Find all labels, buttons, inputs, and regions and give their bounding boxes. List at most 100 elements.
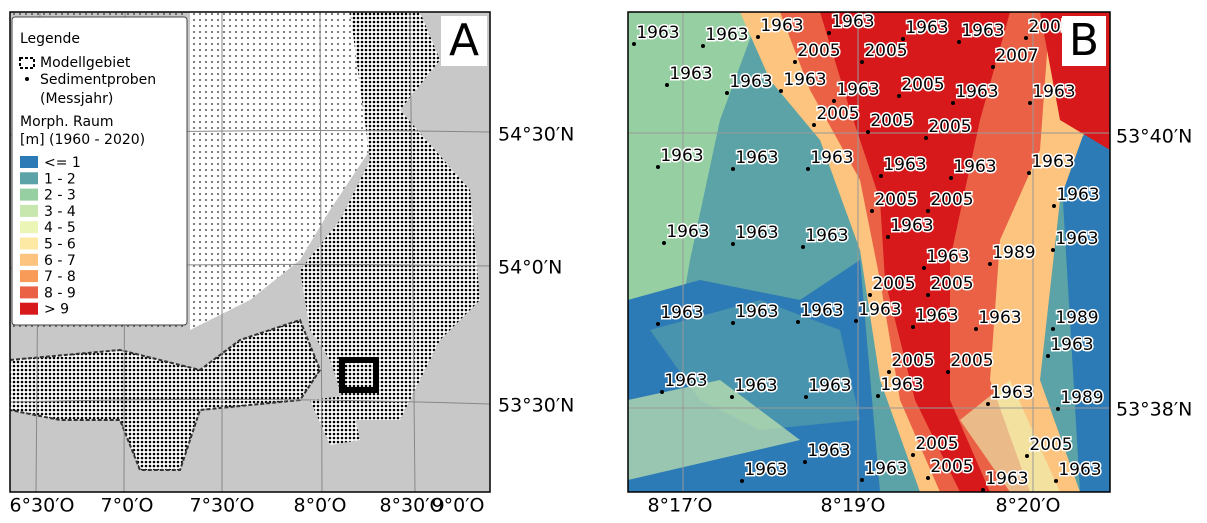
sample-year: 1963 [636, 23, 679, 43]
sample-point [801, 245, 805, 249]
sample-point [660, 390, 664, 394]
sample-year: 2005 [930, 190, 973, 210]
legend-swatch [20, 237, 38, 250]
sample-year: 1963 [831, 12, 874, 32]
sample-point [827, 31, 831, 35]
sample-year: 1963 [864, 459, 907, 479]
sample-point [803, 460, 807, 464]
sample-point [901, 37, 905, 41]
legend-swatch [20, 156, 38, 168]
sample-year: 1963 [800, 301, 843, 321]
lon-label: 6°30′O [9, 495, 74, 517]
sample-point [1056, 407, 1060, 411]
sample-point [887, 370, 891, 374]
sample-point [779, 89, 783, 93]
sample-point [949, 176, 953, 180]
sample-point [1051, 327, 1055, 331]
sample-year: 1963 [807, 441, 850, 461]
sample-point [832, 99, 836, 103]
sample-year: 2005 [950, 351, 993, 371]
sample-point [1054, 479, 1058, 483]
sample-year: 1963 [883, 155, 926, 175]
sample-point [756, 35, 760, 39]
sample-point [922, 266, 926, 270]
lat-label: 53°40′N [1116, 126, 1192, 148]
sample-point [876, 394, 880, 398]
sample-point [632, 42, 636, 46]
sample-point [868, 293, 872, 297]
sample-year: 1963 [810, 148, 853, 168]
sample-point [926, 293, 930, 297]
sample-year: 1963 [978, 308, 1021, 328]
sample-year: 2005 [870, 111, 913, 131]
sample-point [665, 83, 669, 87]
legend-swatch [20, 286, 38, 299]
sample-year: 1963 [664, 371, 707, 391]
sample-point [662, 241, 666, 245]
sample-point [731, 167, 735, 171]
legend-swatch [20, 204, 38, 217]
sample-point [988, 262, 992, 266]
lon-label: 7°30′O [189, 495, 254, 517]
legend-subtitle: Morph. Raum [20, 114, 114, 130]
sample-year: 1963 [836, 80, 879, 100]
sample-point [879, 174, 883, 178]
legend-swatch [20, 302, 38, 315]
legend-swatch [20, 172, 38, 185]
sample-point [1028, 101, 1032, 105]
sample-point [731, 321, 735, 325]
lon-label: 7°0′O [101, 495, 154, 517]
sample-point [926, 476, 930, 480]
sample-point [730, 395, 734, 399]
lon-label: 8°17′O [647, 495, 712, 517]
legend-entry: Modellgebiet [40, 55, 131, 71]
sample-point [981, 488, 985, 492]
legend-label: 8 - 9 [44, 285, 76, 301]
lat-label: 54°30′N [498, 124, 574, 146]
sample-year: 1989 [992, 243, 1035, 263]
sample-point [1027, 171, 1031, 175]
panel-label: A [449, 15, 479, 66]
lon-label: 8°20′O [995, 495, 1060, 517]
sample-year: 1963 [744, 460, 787, 480]
sample-year: 1963 [735, 302, 778, 322]
legend-label: 5 - 6 [44, 237, 76, 253]
sample-year: 1963 [990, 383, 1033, 403]
sample-point [701, 44, 705, 48]
legend-label: 7 - 8 [44, 269, 76, 285]
sample-year: 2005 [874, 190, 917, 210]
sample-year: 1963 [1050, 335, 1093, 355]
legend-label: 6 - 7 [44, 253, 76, 269]
sample-year: 1963 [808, 376, 851, 396]
sample-year: 1963 [926, 247, 969, 267]
sample-year: 2007 [995, 46, 1038, 66]
lon-label: 8°30′O [379, 495, 444, 517]
legend-swatch [20, 221, 38, 234]
legend-label: 2 - 3 [44, 188, 76, 204]
sample-point [656, 322, 660, 326]
lon-label: 8°0′O [294, 495, 347, 517]
sample-point [731, 242, 735, 246]
sample-year: 1963 [915, 306, 958, 326]
sample-year: 2005 [915, 434, 958, 454]
sample-point [860, 60, 864, 64]
sample-year: 2005 [1029, 435, 1072, 455]
lon-label: 9°0′O [432, 495, 485, 517]
sample-point [957, 40, 961, 44]
legend-title: Legende [20, 31, 80, 47]
lat-label: 53°38′N [1116, 399, 1192, 421]
sample-year: 2005 [797, 41, 840, 61]
sample-point [854, 319, 858, 323]
sample-year: 2005 [864, 41, 907, 61]
sample-year: 2005 [816, 104, 859, 124]
legend-swatch [20, 253, 38, 266]
sample-point [1024, 36, 1028, 40]
sample-year: 2005 [930, 274, 973, 294]
sample-year: 2005 [891, 351, 934, 371]
sample-year: 1963 [1056, 185, 1099, 205]
sample-year: 1963 [666, 222, 709, 242]
sample-point [911, 325, 915, 329]
sample-year: 1963 [760, 16, 803, 36]
